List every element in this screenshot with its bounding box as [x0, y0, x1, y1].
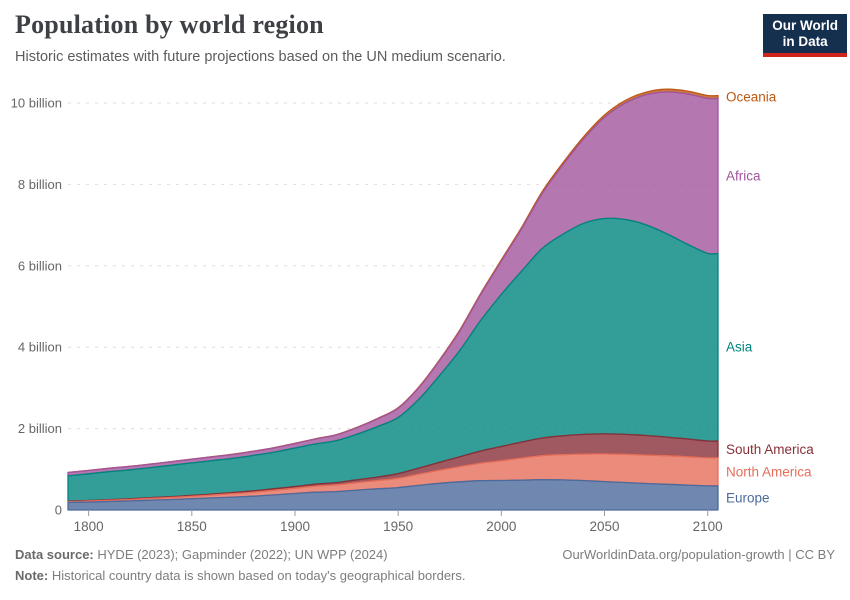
- y-tick-label: 4 billion: [18, 340, 62, 355]
- x-tick-label: 1900: [280, 519, 310, 534]
- y-tick-label: 0: [55, 503, 62, 518]
- legend-label-africa[interactable]: Africa: [726, 168, 761, 183]
- y-tick-label: 8 billion: [18, 177, 62, 192]
- chart-subtitle: Historic estimates with future projectio…: [15, 49, 506, 65]
- page-title: Population by world region: [15, 10, 324, 39]
- axes: 0 2 billion 4 billion 6 billion 8 billion 10 …: [11, 96, 723, 535]
- x-tick-label: 1950: [383, 519, 413, 534]
- x-tick-label: 1800: [74, 519, 104, 534]
- note-label: Note:: [15, 567, 49, 583]
- x-tick-label: 2000: [486, 519, 516, 534]
- area-series: [67, 88, 719, 511]
- chart-footer: Data source: HYDE (2023); Gapminder (202…: [15, 545, 835, 587]
- area-europe[interactable]: [67, 479, 719, 511]
- chart-note: Note: Historical country data is shown b…: [15, 566, 835, 587]
- data-source-text: HYDE (2023); Gapminder (2022); UN WPP (2…: [97, 547, 388, 562]
- owid-link[interactable]: OurWorldinData.org/population-growth | C…: [562, 547, 835, 562]
- x-tick-label: 2100: [693, 519, 723, 534]
- y-tick-label: 10 billion: [11, 96, 62, 111]
- y-tick-label: 2 billion: [18, 421, 62, 436]
- x-tick-label: 2050: [589, 519, 619, 534]
- legend-label-south-america[interactable]: South America: [726, 442, 814, 457]
- legend: Europe North America South America Asia Afri…: [726, 89, 814, 505]
- data-source: Data source: HYDE (2023); Gapminder (202…: [15, 545, 388, 566]
- owid-logo-line1: Our World: [772, 18, 838, 33]
- owid-logo-line2: in Data: [782, 33, 828, 49]
- owid-logo: Our World in Data: [763, 14, 847, 57]
- y-tick-label: 6 billion: [18, 258, 62, 273]
- data-source-label: Data source:: [15, 547, 94, 562]
- legend-label-oceania[interactable]: Oceania: [726, 89, 777, 104]
- note-text: Historical country data is shown based o…: [51, 567, 466, 583]
- legend-label-asia[interactable]: Asia: [726, 340, 753, 355]
- legend-label-europe[interactable]: Europe: [726, 490, 770, 505]
- legend-label-north-america[interactable]: North America: [726, 464, 812, 479]
- x-tick-label: 1850: [177, 519, 207, 534]
